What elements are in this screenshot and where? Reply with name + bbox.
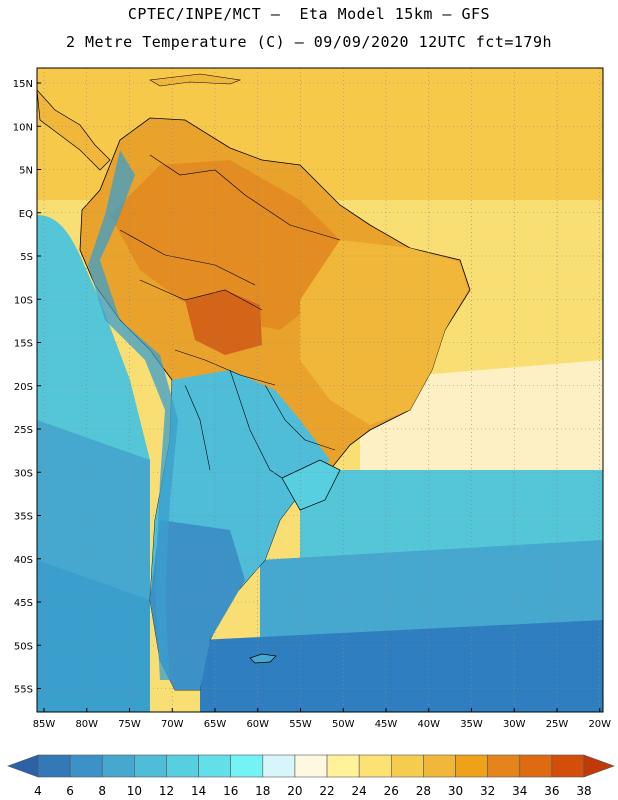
colorbar-tick-label: 30: [448, 784, 463, 798]
colorbar-tick-label: 26: [384, 784, 399, 798]
latitude-label: 15N: [13, 79, 33, 90]
pacific-colder: [37, 560, 150, 712]
chart-title-line1: CPTEC/INPE/MCT – Eta Model 15km – GFS: [127, 5, 491, 23]
longitude-label: 40W: [417, 719, 440, 730]
colorbar-segment: [519, 754, 553, 778]
latitude-label: 35S: [14, 512, 33, 523]
colorbar-segment: [390, 754, 424, 778]
latitude-label: 30S: [14, 468, 33, 479]
colorbar-tick-label: 20: [287, 784, 302, 798]
longitude-label: 65W: [204, 719, 227, 730]
longitude-label: 50W: [332, 719, 355, 730]
longitude-label: 60W: [246, 719, 269, 730]
colorbar-segment: [487, 754, 521, 778]
map-frame: [36, 67, 604, 713]
colorbar-tick-label: 18: [255, 784, 270, 798]
colorbar-segment: [358, 754, 392, 778]
colorbar-segment: [423, 754, 456, 778]
colorbar-segment: [134, 754, 167, 778]
amazon-hot-zone: [110, 160, 340, 330]
colorbar-segment: [69, 754, 103, 778]
longitude-label: 45W: [375, 719, 398, 730]
colorbar-tick-label: 34: [512, 784, 527, 798]
colorbar-tick-label: 36: [544, 784, 559, 798]
colorbar: 4 6 8 10 12 14 16 18 20 22 24 26 28 30 32 34 36 38: [7, 754, 615, 798]
brazil-east-warm: [300, 240, 468, 425]
colorbar-segment: [294, 754, 328, 778]
latitude-label: 55S: [14, 685, 33, 696]
falklands: [249, 653, 277, 664]
longitude-label: 20W: [588, 719, 611, 730]
longitude-label: 70W: [161, 719, 184, 730]
colorbar-tick-label: 24: [352, 784, 367, 798]
latitude-label: 50S: [14, 641, 33, 652]
longitude-label: 75W: [118, 719, 141, 730]
latitude-label: 40S: [14, 555, 33, 566]
patagonia-cold: [150, 520, 245, 690]
colorbar-segment: [198, 754, 232, 778]
longitude-label: 55W: [289, 719, 312, 730]
colorbar-tick-label: 12: [159, 784, 174, 798]
longitude-labels: 85W 80W 75W 70W 65W 60W 55W 50W 45W 40W 35W 30W 25W 2…: [33, 708, 611, 730]
central-hotspot: [185, 290, 262, 355]
latitude-label: 15S: [14, 339, 33, 350]
colorbar-segment: [101, 754, 135, 778]
colorbar-segment: [551, 754, 585, 778]
colorbar-tick-label: 10: [127, 784, 142, 798]
colorbar-segment: [230, 754, 264, 778]
colorbar-arrow-low: [7, 754, 39, 778]
latitude-label: 10N: [13, 122, 33, 133]
colorbar-tick-label: 4: [34, 784, 42, 798]
colorbar-segment: [37, 754, 71, 778]
latitude-label: 5S: [20, 252, 33, 263]
colorbar-segment: [326, 754, 360, 778]
colorbar-tick-label: 14: [191, 784, 206, 798]
latitude-label: EQ: [19, 209, 33, 220]
longitude-label: 85W: [33, 719, 56, 730]
colorbar-segment: [455, 754, 488, 778]
colorbar-segment: [166, 754, 199, 778]
colorbar-tick-label: 8: [98, 784, 106, 798]
latitude-label: 10S: [14, 295, 33, 306]
colorbar-tick-label: 38: [576, 784, 591, 798]
latitude-label: 25S: [14, 425, 33, 436]
graticule: [37, 68, 603, 712]
chart-title-line2: 2 Metre Temperature (C) – 09/09/2020 12U…: [65, 33, 553, 51]
longitude-label: 35W: [460, 719, 483, 730]
central-america: [37, 89, 111, 171]
colorbar-tick-label: 22: [319, 784, 334, 798]
colorbar-arrow-high: [583, 754, 615, 778]
longitude-label: 80W: [75, 719, 98, 730]
country-borders: [119, 154, 341, 479]
colorbar-tick-label: 28: [416, 784, 431, 798]
latitude-label: 45S: [14, 598, 33, 609]
latitude-label: 20S: [14, 382, 33, 393]
colorbar-tick-label: 16: [223, 784, 238, 798]
longitude-label: 30W: [503, 719, 526, 730]
colorbar-tick-label: 6: [66, 784, 74, 798]
longitude-label: 25W: [546, 719, 569, 730]
latitude-label: 5N: [19, 166, 33, 177]
colorbar-tick-label: 32: [480, 784, 495, 798]
colorbar-segment: [262, 754, 296, 778]
latitude-labels: 15N 10N 5N EQ 5S 10S 15S 20S 25S 30S 35S 40S 45S 50S 5…: [13, 79, 41, 696]
